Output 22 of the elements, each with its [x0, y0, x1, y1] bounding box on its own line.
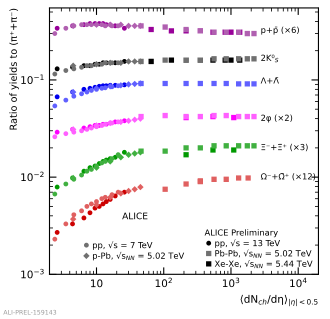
- x-tick-label: 10$^{2}$: [156, 278, 172, 288]
- x-tick-label: 10$^{3}$: [222, 278, 240, 288]
- legend-label: p-Pb, √s$_{NN}$ = 5.02 TeV: [92, 252, 184, 260]
- y-tick-label: 10$^{−1}$: [21, 74, 44, 84]
- legend-title: ALICE Preliminary: [204, 229, 278, 238]
- x-tick-label: 10: [91, 279, 102, 288]
- x-axis-title: ⟨dN$_{ch}$/dη⟩$_{|η|<0.5}$: [240, 294, 318, 306]
- annotation: ALICE: [122, 212, 148, 220]
- annotation: Ω⁻+Ω̄⁺ (×12): [260, 173, 316, 181]
- annotation: 2φ (×2): [261, 114, 292, 123]
- annotation: Λ+Λ̄: [260, 77, 279, 84]
- legend-label: pp, √s = 13 TeV: [215, 239, 280, 248]
- y-tick-label: 10$^{−3}$: [21, 268, 44, 278]
- annotation: p+p̄ (×6): [261, 26, 299, 35]
- legend-label: Pb-Pb, √s$_{NN}$ = 5.02 TeV: [215, 250, 312, 258]
- legend-label: pp, √s = 7 TeV: [92, 241, 152, 250]
- legend-label: Xe-Xe, √s$_{NN}$ = 5.44 TeV: [214, 260, 313, 268]
- y-axis-title: Ratio of yields to (π⁺+π⁻): [9, 8, 19, 130]
- annotation: 2K⁰$_{S}$: [261, 54, 278, 62]
- x-tick-label: 10$^{4}$: [290, 278, 307, 288]
- y-tick-label: 10$^{−2}$: [21, 172, 44, 182]
- annotation: Ξ⁻+Ξ̄⁺ (×3): [261, 144, 308, 152]
